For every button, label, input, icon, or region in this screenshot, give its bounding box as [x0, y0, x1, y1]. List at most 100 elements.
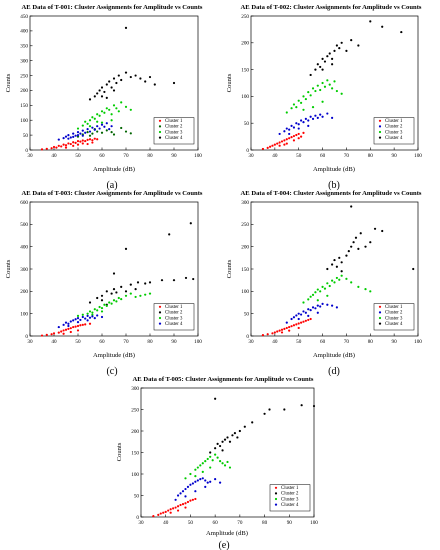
panel-b-ylabel: Counts — [226, 73, 233, 92]
panel-b-point — [321, 57, 324, 60]
panel-a-ytick-label: 300 — [20, 58, 28, 64]
panel-c-legend-marker — [158, 322, 162, 325]
panel-a-ytick-label: 350 — [20, 44, 28, 50]
panel-c-point — [88, 301, 92, 304]
panel-d-point — [307, 318, 310, 322]
panel-e-point — [236, 436, 239, 439]
panel-a-point — [60, 145, 63, 148]
panel-a-point — [153, 83, 156, 86]
panel-c-point — [60, 330, 63, 333]
panel-b-legend-box — [373, 117, 415, 145]
panel-a-point — [72, 144, 75, 147]
panel-c-legend-label: Cluster 2 — [165, 311, 183, 316]
panel-d-point — [323, 287, 327, 290]
panel-e-point — [184, 495, 187, 498]
panel-e-point — [218, 481, 222, 484]
panel-a-xtick-label: 40 — [51, 153, 57, 159]
panel-a-point — [76, 127, 80, 130]
panel-c-point — [81, 313, 84, 316]
panel-a-point — [91, 132, 94, 135]
panel-b-point — [331, 116, 334, 119]
panel-d-legend-label: Cluster 2 — [385, 311, 403, 316]
panel-b-point — [326, 112, 329, 115]
panel-e-legend-marker — [274, 497, 278, 501]
panel-c-point — [62, 329, 65, 332]
panel-b-point — [261, 147, 265, 151]
panel-d-xtick-label: 90 — [392, 339, 398, 345]
panel-e-xtick-label: 40 — [163, 520, 169, 526]
panel-d-point — [331, 279, 334, 282]
panel-a-point — [76, 131, 80, 134]
panel-c-point — [69, 320, 72, 323]
panel-d-point — [357, 247, 360, 250]
panel-d-point — [412, 267, 415, 271]
panel-d-point — [285, 321, 288, 324]
panel-a-point — [98, 89, 101, 92]
panel-a-point — [69, 142, 72, 146]
panel-a-point — [124, 130, 128, 133]
panel-a-point — [74, 141, 77, 144]
panel-c-point — [124, 290, 128, 293]
panel-e-point — [251, 421, 254, 424]
panel-a-point — [81, 134, 84, 137]
panel-a-point — [110, 131, 113, 134]
panel-c-point — [115, 291, 118, 294]
panel-a-point — [96, 138, 99, 141]
panel-d-legend-box — [373, 303, 415, 331]
panel-d-xtick-label: 60 — [320, 339, 326, 345]
panel-a-point — [76, 139, 80, 143]
panel-d-point — [300, 321, 303, 324]
panel-c-point — [112, 299, 116, 302]
panel-c-point — [67, 327, 70, 330]
panel-e-point — [209, 480, 212, 483]
panel-a-point — [112, 133, 116, 136]
panel-b-xtick-label: 60 — [320, 153, 326, 159]
panel-c-legend-label: Cluster 3 — [165, 316, 183, 321]
panel-a-point — [74, 134, 77, 137]
panel-d-point — [285, 326, 288, 330]
panel-a-xtick-label: 80 — [147, 153, 153, 159]
panel-d-point — [304, 319, 307, 322]
panel-c-xtick-label: 60 — [99, 339, 105, 345]
panel-d-ytick-label: 100 — [241, 289, 249, 295]
panel-a-point — [98, 127, 101, 130]
panel-a-point — [88, 119, 92, 122]
panel-b-point — [311, 117, 315, 121]
panel-e-point — [157, 513, 160, 516]
panel-e-point — [214, 478, 217, 481]
panel-c-point — [134, 288, 137, 291]
panel-c-point — [91, 313, 94, 316]
panel-e-point — [226, 460, 229, 464]
panel-d-xtick-label: 80 — [368, 339, 374, 345]
panel-b-letter: (b) — [328, 180, 340, 191]
panel-d-point — [316, 288, 319, 291]
panel-d-ytick-label: 250 — [241, 222, 249, 228]
panel-d-point — [295, 323, 298, 326]
panel-e-xtick-label: 30 — [138, 520, 144, 526]
panel-a-point — [108, 128, 111, 131]
panel-a-xtick-label: 30 — [27, 153, 33, 159]
panel-a-point — [124, 26, 128, 30]
panel-b-ytick-label: 250 — [241, 14, 249, 20]
panel-d-legend-marker — [378, 305, 382, 308]
panel-e-point — [159, 512, 162, 515]
panel-d-point — [297, 322, 300, 325]
panel-d: AE Data of T-004: Cluster Assignments fo… — [226, 190, 422, 377]
panel-a-point — [105, 122, 108, 125]
panel-b-point — [314, 68, 317, 71]
panel-e-point — [199, 478, 202, 481]
panel-a-point — [117, 74, 120, 77]
panel-e-ytick-label: 200 — [131, 429, 139, 435]
panel-a-point — [88, 125, 92, 128]
panel-b-plot-frame — [250, 15, 419, 151]
panel-e-point — [191, 498, 194, 501]
panel-c-point — [84, 323, 87, 326]
panel-b-point — [400, 30, 403, 34]
panel-a-point — [69, 136, 72, 139]
panel-a-point — [108, 80, 111, 83]
panel-d-point — [290, 325, 293, 328]
panel-c-point — [124, 247, 128, 250]
panel-a-ytick-label: 50 — [23, 133, 29, 139]
panel-b-point — [319, 65, 322, 69]
